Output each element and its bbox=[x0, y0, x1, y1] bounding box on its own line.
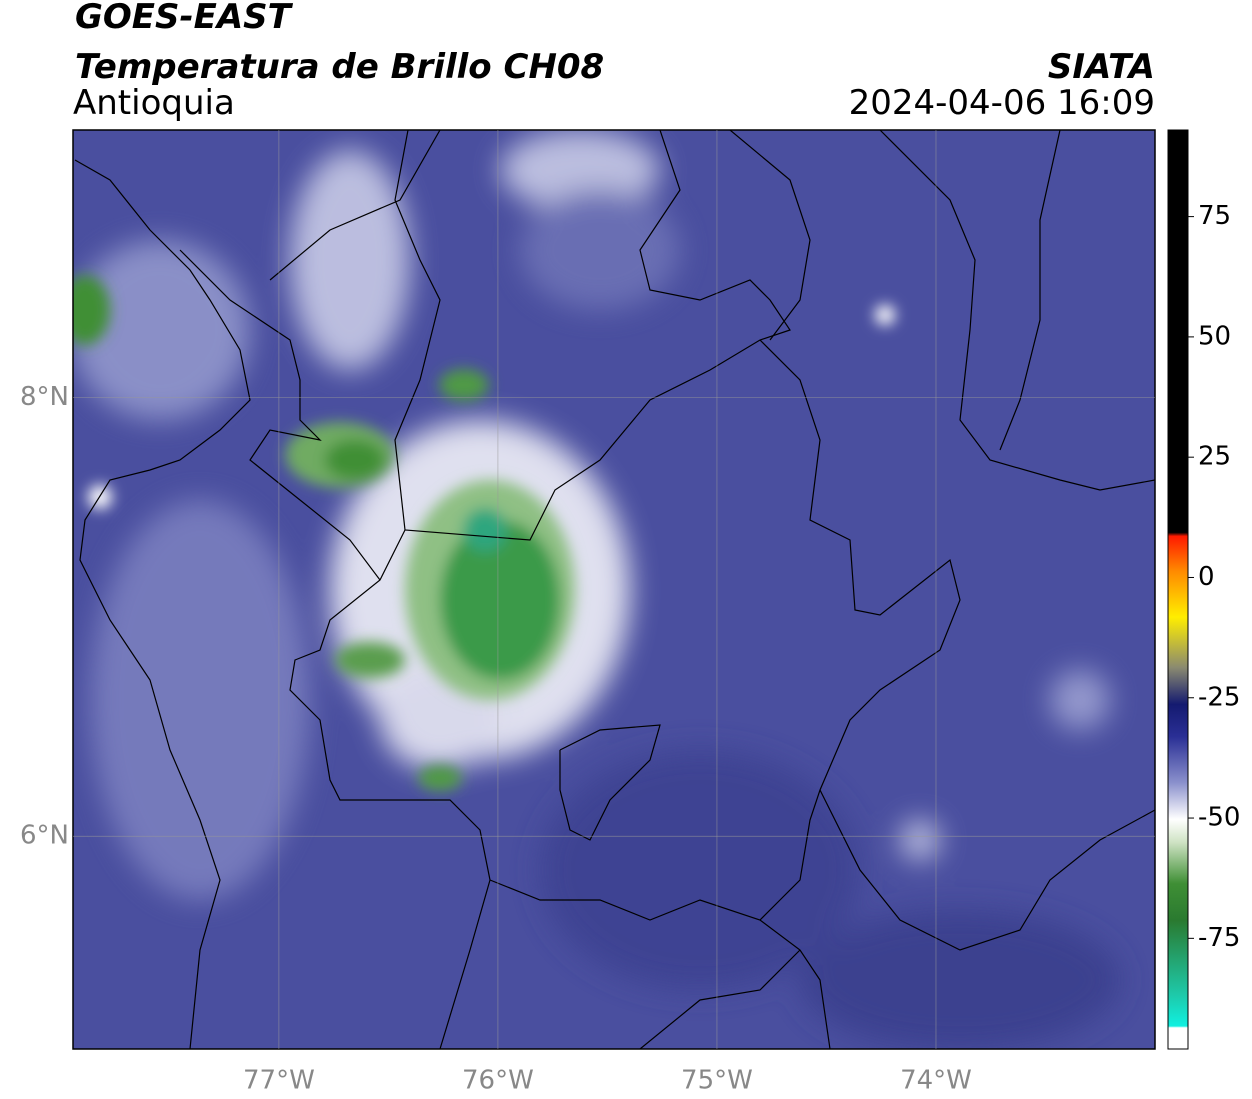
y-tick-label: 6°N bbox=[20, 821, 69, 851]
map-frame bbox=[72, 129, 1156, 1050]
colorbar bbox=[1167, 129, 1189, 1050]
x-tick-label: 74°W bbox=[900, 1066, 972, 1096]
y-tick-label: 8°N bbox=[20, 382, 69, 412]
datetime: 2024-04-06 16:09 bbox=[849, 83, 1155, 123]
source: SIATA bbox=[1048, 47, 1155, 87]
map-image bbox=[73, 130, 1155, 1049]
x-tick-label: 75°W bbox=[681, 1066, 753, 1096]
colorbar-tick-label: 75 bbox=[1198, 201, 1231, 231]
colorbar-tick-label: 50 bbox=[1198, 321, 1231, 351]
colorbar-tick-label: 25 bbox=[1198, 442, 1231, 472]
subtitle: Temperatura de Brillo CH08 bbox=[75, 47, 604, 87]
region: Antioquia bbox=[73, 83, 235, 123]
colorbar-tick-label: -75 bbox=[1198, 923, 1240, 953]
colorbar-tick-label: -25 bbox=[1198, 682, 1240, 712]
axes: 77°W 76°W 75°W 74°W 8°N 6°N 75 50 25 0 -25 -50 -75 bbox=[20, 130, 1240, 1096]
x-tick-label: 77°W bbox=[243, 1066, 315, 1096]
colorbar-tick-label: -50 bbox=[1198, 803, 1240, 833]
x-tick-label: 76°W bbox=[462, 1066, 534, 1096]
colorbar-tick-label: 0 bbox=[1198, 562, 1215, 592]
title: GOES-EAST bbox=[75, 0, 294, 37]
